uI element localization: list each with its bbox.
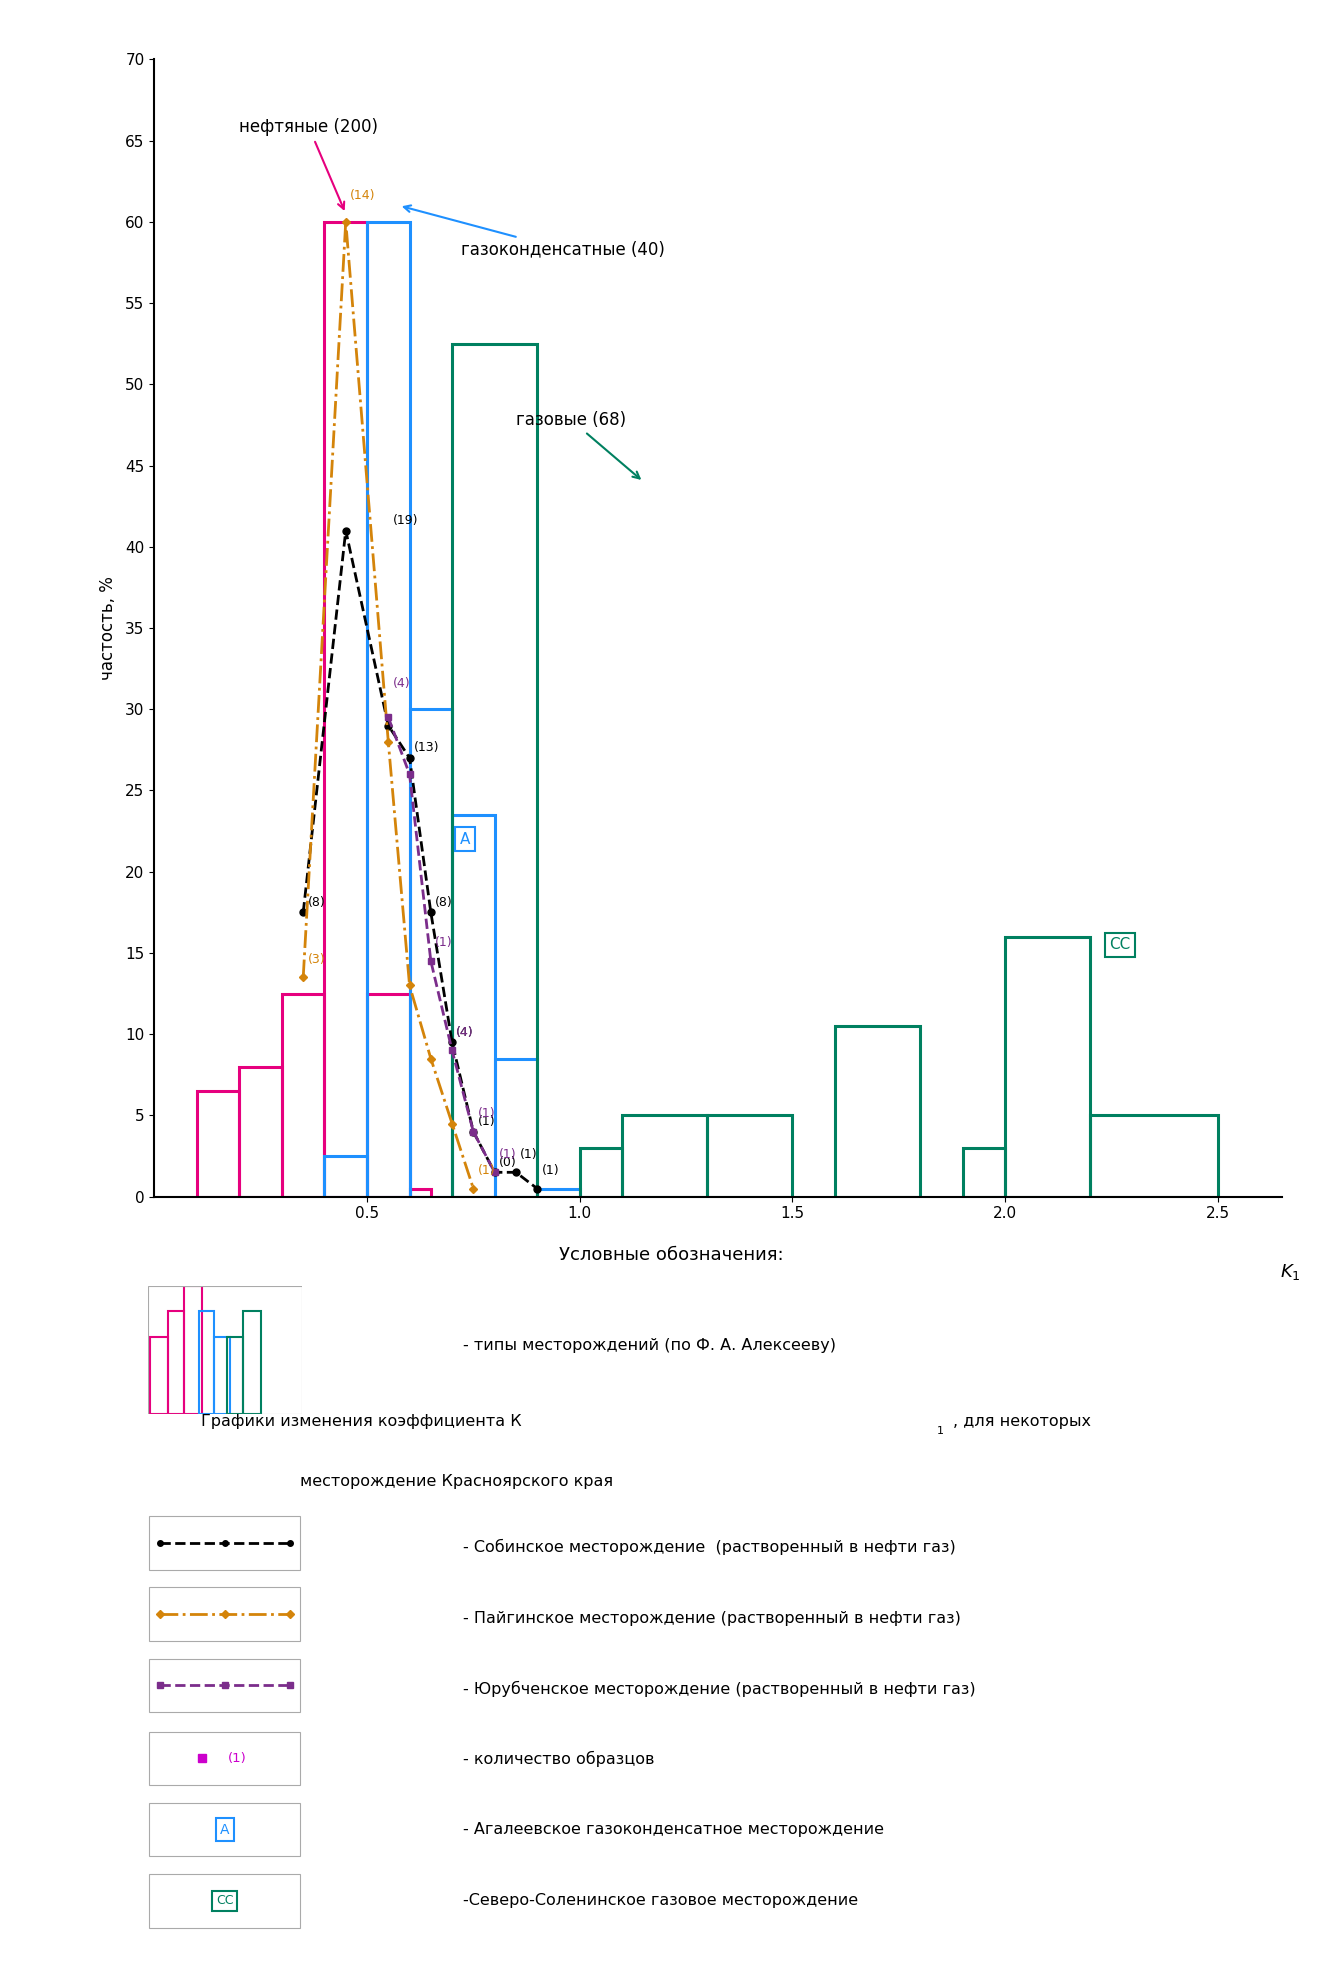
Text: $K_1$: $K_1$ <box>1280 1262 1300 1282</box>
Text: , для некоторых: , для некоторых <box>953 1414 1091 1430</box>
Bar <box>243 1311 260 1414</box>
Text: газоконденсатные (40): газоконденсатные (40) <box>404 206 664 259</box>
Text: нефтяные (200): нефтяные (200) <box>239 119 378 210</box>
Text: Графики изменения коэффициента К: Графики изменения коэффициента К <box>201 1414 522 1430</box>
Text: (19): (19) <box>393 514 419 526</box>
Text: (0): (0) <box>499 1155 517 1169</box>
Text: - Собинское месторождение  (растворенный в нефти газ): - Собинское месторождение (растворенный … <box>463 1539 956 1555</box>
Bar <box>184 1286 201 1414</box>
Text: - Агалеевское газоконденсатное месторождение: - Агалеевское газоконденсатное месторожд… <box>463 1822 884 1838</box>
Bar <box>227 1337 243 1414</box>
Bar <box>409 710 452 1197</box>
Bar <box>325 1155 366 1197</box>
Bar <box>962 1147 1005 1197</box>
Text: (1): (1) <box>499 1147 517 1161</box>
Bar <box>1090 1116 1217 1197</box>
Bar <box>409 1189 431 1197</box>
Bar <box>452 344 537 1197</box>
Text: (1): (1) <box>541 1163 560 1177</box>
Text: 1: 1 <box>937 1426 943 1436</box>
Text: СС: СС <box>216 1895 234 1907</box>
Text: (1): (1) <box>435 936 452 949</box>
Text: (3): (3) <box>307 953 325 965</box>
Text: - типы месторождений (по Ф. А. Алексееву): - типы месторождений (по Ф. А. Алексееву… <box>463 1337 836 1353</box>
Text: (4): (4) <box>456 1027 474 1038</box>
Text: (1): (1) <box>478 1116 495 1127</box>
Bar <box>707 1116 792 1197</box>
Text: Условные обозначения:: Условные обозначения: <box>558 1246 784 1264</box>
Bar <box>168 1311 184 1414</box>
Bar <box>199 1311 215 1414</box>
Text: (1): (1) <box>478 1108 495 1120</box>
Bar <box>215 1337 229 1414</box>
Text: месторождение Красноярского края: месторождение Красноярского края <box>299 1474 613 1489</box>
Text: газовые (68): газовые (68) <box>515 411 640 479</box>
Text: (4): (4) <box>456 1027 474 1038</box>
Bar <box>623 1116 707 1197</box>
Text: (8): (8) <box>435 896 452 908</box>
Text: (1): (1) <box>521 1147 538 1161</box>
Text: -Северо-Соленинское газовое месторождение: -Северо-Соленинское газовое месторождени… <box>463 1893 858 1909</box>
Text: (13): (13) <box>413 742 439 754</box>
Bar <box>452 815 495 1197</box>
Bar <box>580 1147 623 1197</box>
Text: (4): (4) <box>393 676 411 690</box>
Bar <box>835 1027 921 1197</box>
Text: (8): (8) <box>307 896 325 908</box>
Bar <box>239 1066 282 1197</box>
Bar <box>495 1058 537 1197</box>
Bar <box>197 1092 239 1197</box>
Bar <box>1005 938 1090 1197</box>
Bar <box>150 1337 168 1414</box>
Text: - количество образцов: - количество образцов <box>463 1751 655 1766</box>
Bar <box>366 222 409 1197</box>
Text: (1): (1) <box>478 1163 495 1177</box>
Bar <box>325 222 366 1197</box>
Text: - Пайгинское месторождение (растворенный в нефти газ): - Пайгинское месторождение (растворенный… <box>463 1610 961 1626</box>
Bar <box>282 993 325 1197</box>
Text: А: А <box>220 1822 229 1838</box>
Text: СС: СС <box>1110 938 1130 951</box>
Text: - Юрубченское месторождение (растворенный в нефти газ): - Юрубченское месторождение (растворенны… <box>463 1681 976 1697</box>
Bar <box>537 1189 580 1197</box>
Y-axis label: частость, %: частость, % <box>99 576 117 680</box>
Bar <box>366 993 409 1197</box>
Text: (1): (1) <box>228 1753 247 1764</box>
Text: (14): (14) <box>350 190 376 202</box>
Text: А: А <box>460 831 470 847</box>
